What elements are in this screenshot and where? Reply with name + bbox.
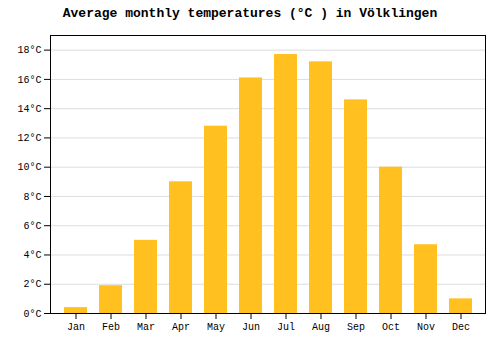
svg-text:Mar: Mar: [137, 322, 155, 333]
svg-text:Sep: Sep: [347, 322, 365, 333]
svg-text:8°C: 8°C: [23, 192, 41, 203]
html-text:Average monthly temperatures (: Average monthly temperatures (°C ) in Vö…: [62, 6, 438, 21]
svg-text:May: May: [207, 322, 225, 333]
svg-text:Oct: Oct: [382, 322, 400, 333]
svg-text:Apr: Apr: [172, 322, 190, 333]
svg-text:Jan: Jan: [67, 322, 85, 333]
svg-text:10°C: 10°C: [17, 162, 41, 173]
svg-text:Feb: Feb: [102, 322, 120, 333]
svg-text:Aug: Aug: [312, 322, 330, 333]
svg-text:2°C: 2°C: [23, 279, 41, 290]
svg-text:12°C: 12°C: [17, 133, 41, 144]
svg-text:0°C: 0°C: [23, 309, 41, 320]
svg-text:16°C: 16°C: [17, 75, 41, 86]
svg-text:14°C: 14°C: [17, 104, 41, 115]
svg-text:Jul: Jul: [277, 322, 295, 333]
svg-text:6°C: 6°C: [23, 221, 41, 232]
svg-text:4°C: 4°C: [23, 250, 41, 261]
svg-text:18°C: 18°C: [17, 45, 41, 56]
svg-text:Jun: Jun: [242, 322, 260, 333]
svg-text:Dec: Dec: [452, 322, 470, 333]
svg-text:Nov: Nov: [417, 322, 435, 333]
